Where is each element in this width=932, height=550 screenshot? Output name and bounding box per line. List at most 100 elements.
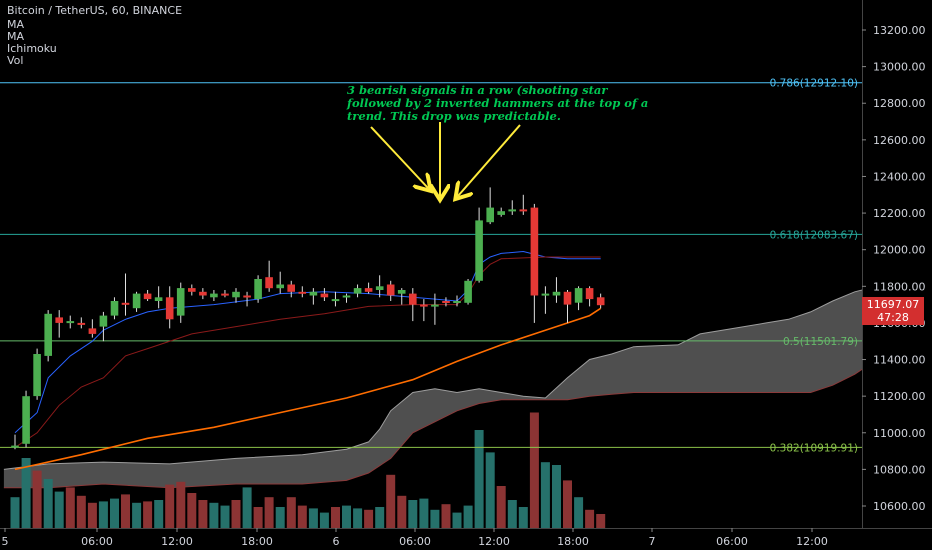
volume-bar [529, 412, 539, 528]
candle-body [442, 301, 450, 303]
candle-body [541, 293, 550, 296]
candle-body [519, 209, 528, 212]
volume-bar [552, 465, 561, 528]
candle-body [221, 293, 229, 296]
annotation-line: followed by 2 inverted hammers at the to… [347, 96, 649, 110]
volume-bar [319, 512, 329, 528]
fibonacci-levels: 0.786(12912.10) 0.618(12083.67) 0.5(11501.… [0, 78, 862, 454]
candle-body [22, 396, 30, 444]
candle-body [33, 354, 41, 397]
volume-bar [198, 500, 208, 528]
candle-body [110, 301, 119, 316]
volume-bar [231, 500, 241, 528]
candle-body [563, 291, 572, 305]
candle-body [132, 293, 141, 309]
candle-body [596, 297, 605, 306]
candle-body [574, 288, 583, 303]
price-tick-label: 12400.00 [873, 170, 926, 183]
candle-body [88, 328, 97, 334]
candle-body [486, 207, 494, 223]
volume-bar [187, 493, 197, 528]
volume-bar [54, 491, 64, 528]
price-tick-label: 11400.00 [873, 354, 926, 367]
kijun-line [14, 256, 601, 448]
candle-body [99, 315, 108, 327]
volume-bar [43, 479, 53, 528]
volume-bar [286, 497, 296, 528]
candles [11, 187, 605, 450]
price-axis-bg [862, 0, 932, 550]
candle-body [431, 304, 439, 307]
indicator-lines [14, 250, 602, 471]
candle-body [199, 291, 207, 296]
volume-bar [297, 505, 307, 528]
candle-body [55, 317, 63, 323]
volume-bar [563, 480, 572, 528]
fib-level-label: 0.618(12083.67) [770, 229, 858, 241]
candle-body [397, 290, 406, 294]
candle-body [342, 295, 351, 298]
volume-bar [419, 498, 429, 528]
price-tick-label: 10600.00 [873, 500, 926, 513]
time-tick-label: 6 [333, 535, 340, 548]
volume-bar [496, 486, 506, 528]
legend-ichimoku[interactable]: Ichimoku [7, 42, 57, 55]
candle-body [508, 209, 516, 212]
candle-body [409, 293, 417, 305]
price-tick-label: 11800.00 [873, 280, 926, 293]
candle-body [320, 293, 329, 298]
annotation-text: 3 bearish signals in a row (shooting sta… [347, 84, 648, 123]
volume-bar [308, 508, 318, 528]
volume-bar [242, 487, 252, 528]
volume-bar [154, 500, 164, 528]
candle-body [254, 279, 262, 300]
candle-body [530, 207, 539, 296]
time-tick-label: 12:00 [161, 535, 193, 548]
volume-bar [507, 500, 517, 528]
price-tick-label: 13000.00 [873, 61, 926, 74]
candle-body [143, 293, 152, 300]
candle-body [375, 286, 384, 290]
candle-body [165, 297, 174, 320]
time-tick-label: 06:00 [399, 535, 431, 548]
candle-body [276, 284, 284, 289]
volume-bar [253, 507, 263, 528]
candle-body [386, 284, 395, 296]
last-price-tag: 11697.07 47:28 [862, 297, 924, 325]
time-tick-label: 12:00 [796, 535, 828, 548]
volume-bar [110, 498, 119, 528]
legend-ma-1[interactable]: MA [7, 18, 25, 31]
volume-bar [474, 430, 484, 528]
candle-body [552, 291, 561, 296]
price-tick-label: 10800.00 [873, 463, 926, 476]
volume-bar [10, 497, 20, 528]
time-tick-label: 06:00 [716, 535, 748, 548]
candle-body [11, 445, 19, 448]
candle-body [453, 301, 461, 303]
legend-ma-2[interactable]: MA [7, 30, 25, 43]
volume-bar [353, 508, 363, 528]
candle-body [298, 291, 307, 294]
legend-vol[interactable]: Vol [7, 54, 24, 67]
candle-body [309, 291, 318, 296]
volume-bar [408, 500, 418, 528]
last-price: 11697.07 [866, 298, 920, 311]
volume-bar [375, 507, 385, 528]
volume-bar [32, 470, 42, 528]
candle-body [188, 288, 196, 292]
volume-bar [98, 501, 108, 528]
candle-body [364, 288, 373, 292]
price-tick-label: 12000.00 [873, 244, 926, 257]
candle-body [287, 284, 295, 292]
volume-bar [518, 507, 528, 528]
volume-bar [430, 509, 440, 528]
time-tick-label: 18:00 [557, 535, 589, 548]
candle-body [121, 302, 130, 305]
volume-bar [485, 452, 495, 528]
annotation-arrow [370, 126, 428, 188]
fib-level-label: 0.382(10919.91) [770, 442, 858, 454]
candle-body [176, 288, 185, 316]
volume-bar [165, 484, 175, 528]
